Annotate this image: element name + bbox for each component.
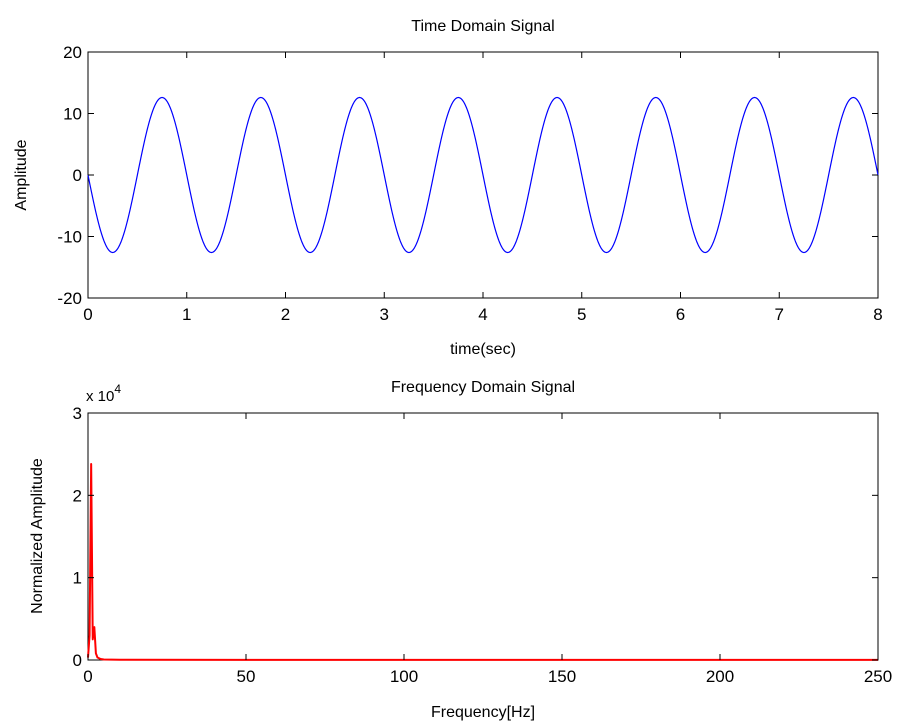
frequency-domain-x-tick-label: 250 — [864, 667, 892, 686]
frequency-domain-y-tick-label: 3 — [73, 404, 82, 423]
time-domain-series-line — [87, 96, 879, 254]
time-domain-series-group — [87, 96, 879, 254]
time-domain-x-tick-label: 5 — [577, 305, 586, 324]
frequency-domain-y-axis-label: Normalized Amplitude — [29, 458, 46, 614]
time-domain-x-tick-label: 4 — [478, 305, 487, 324]
time-domain-y-tick-label: -20 — [57, 289, 82, 308]
frequency-domain-x-tick-label: 150 — [548, 667, 576, 686]
frequency-domain-y-tick-label: 0 — [73, 651, 82, 670]
time-domain-y-tick-label: 0 — [73, 166, 82, 185]
frequency-domain-plot: 0 50 100 150 200 250 0 1 2 3 Frequency Domain Sig… — [29, 379, 892, 721]
frequency-domain-series-line — [87, 463, 878, 661]
frequency-domain-x-tick-label: 100 — [390, 667, 418, 686]
frequency-domain-y-tick-label: 1 — [73, 569, 82, 588]
time-domain-y-tick-label: 20 — [63, 43, 82, 62]
frequency-domain-x-tick-label: 200 — [706, 667, 734, 686]
frequency-domain-y-exponent-power: 4 — [114, 382, 121, 396]
time-domain-x-tick-label: 6 — [676, 305, 685, 324]
time-domain-y-tick-label: 10 — [63, 105, 82, 124]
frequency-domain-y-exponent-base: x 10 — [86, 388, 114, 405]
time-domain-ticks-group: 0 1 2 3 4 5 6 7 8 -20 -10 0 10 20 — [57, 43, 882, 324]
time-domain-x-tick-label: 3 — [380, 305, 389, 324]
frequency-domain-y-exponent: x 104 — [86, 382, 121, 405]
frequency-domain-axes-box — [87, 412, 879, 661]
time-domain-x-tick-label: 1 — [182, 305, 191, 324]
frequency-domain-x-axis-label: Frequency[Hz] — [431, 704, 535, 721]
time-domain-x-tick-label: 2 — [281, 305, 290, 324]
frequency-domain-x-tick-label: 50 — [237, 667, 256, 686]
time-domain-x-tick-label: 0 — [83, 305, 92, 324]
time-domain-title: Time Domain Signal — [411, 18, 554, 35]
time-domain-y-axis-label: Amplitude — [13, 139, 30, 210]
frequency-domain-ticks-group: 0 50 100 150 200 250 0 1 2 3 — [73, 404, 893, 686]
frequency-domain-y-tick-label: 2 — [73, 486, 82, 505]
time-domain-x-axis-label: time(sec) — [450, 341, 516, 358]
time-domain-x-tick-label: 7 — [775, 305, 784, 324]
frequency-domain-title: Frequency Domain Signal — [391, 379, 575, 396]
frequency-domain-series-group — [87, 463, 878, 661]
time-domain-y-tick-label: -10 — [57, 228, 82, 247]
time-domain-x-tick-label: 8 — [873, 305, 882, 324]
frequency-domain-x-tick-label: 0 — [83, 667, 92, 686]
